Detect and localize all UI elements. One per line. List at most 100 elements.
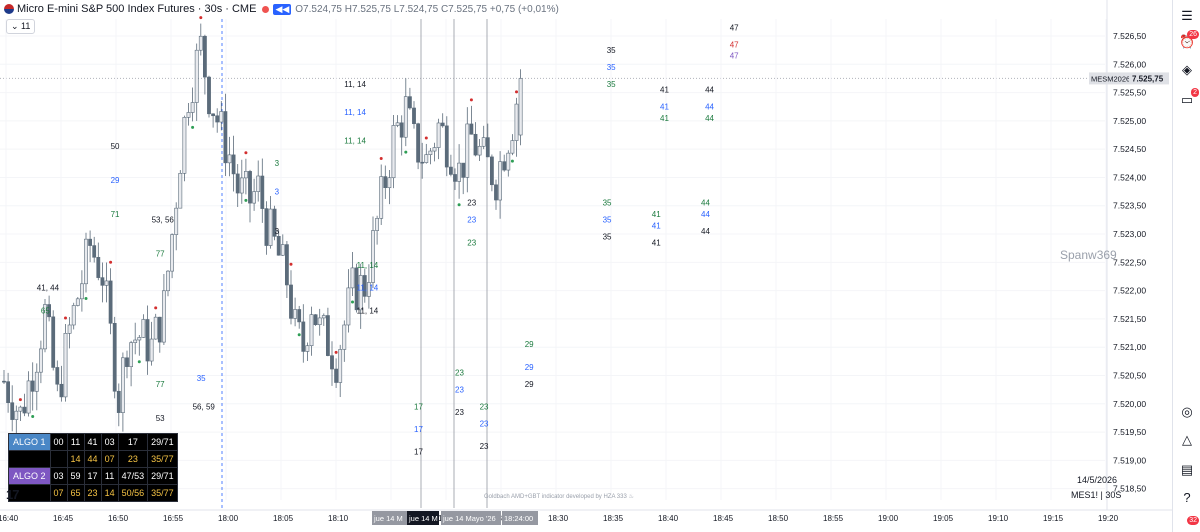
candle-body <box>92 245 97 258</box>
price-tick-label: 7.524,00 <box>1113 172 1146 182</box>
candle-body <box>71 305 76 326</box>
indicator-label-lbl-56-59: 56, 59 <box>193 402 216 411</box>
candle-body <box>342 324 347 350</box>
candle-body <box>305 345 310 352</box>
signal-dot-red <box>244 151 248 155</box>
indicator-label-lbl-41e: 41 <box>652 221 661 230</box>
layers-icon[interactable]: ◈ <box>1182 62 1192 77</box>
candle-body <box>383 176 388 189</box>
price-axis[interactable]: 7.518,50 7.519,00 7.519,50 7.520,00 7.520,50… <box>1089 0 1172 532</box>
candle-body <box>506 152 511 171</box>
layers-alt-icon[interactable]: ▤ <box>1180 462 1194 477</box>
candle-body <box>104 280 109 286</box>
time-tick-label: 19:15 <box>1043 514 1064 523</box>
time-tick-label: 18:30 <box>548 514 569 523</box>
replay-icon[interactable]: ◀◀ <box>273 3 292 15</box>
candle-body <box>162 290 166 343</box>
candle-body <box>157 316 162 343</box>
target-icon[interactable]: ◎ <box>1181 404 1193 419</box>
symbol-title[interactable]: Micro E-mini S&P 500 Index Futures · 30s… <box>17 3 257 15</box>
candle-body <box>272 208 277 237</box>
time-tick-label: 19:05 <box>933 514 954 523</box>
indicator-label-lbl-11-14a: 11, 14 <box>344 80 366 89</box>
candle-body <box>34 371 39 392</box>
candle-body <box>166 270 170 292</box>
candle-body <box>38 348 43 373</box>
candle-body <box>219 111 224 123</box>
candle-body <box>133 339 138 343</box>
candle-body <box>198 35 203 51</box>
chat-badge: 2 <box>1191 88 1199 97</box>
candle-body <box>141 319 146 338</box>
indicator-label-lbl-11-14e: 11, 14 <box>357 284 379 293</box>
indicator-label-lbl-50: 50 <box>111 142 120 151</box>
signal-dot-red <box>18 398 22 402</box>
candle-body <box>6 381 11 403</box>
indicator-label-lbl-77b: 77 <box>156 380 165 389</box>
indicator-label-lbl-35e: 35 <box>603 199 612 208</box>
signal-dot-red <box>289 262 293 266</box>
candle-body <box>325 315 330 356</box>
time-tick-label: 18:10 <box>328 514 349 523</box>
algo-cell: 03 <box>49 467 68 485</box>
algo-row: ALGO 2 03 59 17 11 47/53 29/71 <box>8 467 178 485</box>
candle-body <box>22 406 27 414</box>
help-icon[interactable]: ? <box>1183 490 1191 505</box>
price-tick-label: 7.520,50 <box>1113 371 1146 381</box>
candle-body <box>420 161 425 164</box>
signal-dot-red <box>379 157 383 161</box>
price-tick-label: 7.525,50 <box>1113 88 1146 98</box>
time-tick-label: 19:00 <box>878 514 899 523</box>
time-tick-label: 18:40 <box>658 514 679 523</box>
candle-body <box>313 314 318 326</box>
candle-body <box>321 315 326 319</box>
indicator-collapse-button[interactable]: ⌄ 11 <box>6 19 36 34</box>
candle-body <box>170 234 175 272</box>
signal-dot-green <box>191 125 195 129</box>
candle-body <box>244 171 248 179</box>
watchlist-icon[interactable]: ☰ <box>1181 8 1193 23</box>
algo-cell: 29/71 <box>147 467 178 485</box>
candle-body <box>412 107 416 125</box>
algo-cell: 23 <box>117 450 149 468</box>
indicator-label-lbl-23c: 23 <box>467 238 476 247</box>
indicator-label-lbl-11-14c: 11, 14 <box>344 136 366 145</box>
indicator-label-lbl-29b: 29 <box>525 363 534 372</box>
signal-dot-green <box>137 360 141 364</box>
candle-body <box>301 321 306 352</box>
chart-header: Micro E-mini S&P 500 Index Futures · 30s… <box>4 2 559 16</box>
signal-dot-green <box>297 333 301 337</box>
indicator-label-lbl-47c: 47 <box>730 52 739 61</box>
time-highlight-label: jue 14 M <box>373 514 403 523</box>
candle-body <box>346 287 351 326</box>
algo-cell: 03 <box>100 433 119 451</box>
candle-body <box>260 175 265 209</box>
signal-dot-green <box>510 159 514 163</box>
candle-body <box>108 280 113 324</box>
tradingview-logo[interactable]: 17 <box>6 487 20 502</box>
candle-body <box>293 309 298 319</box>
algo-cell <box>49 450 68 468</box>
candle-body <box>137 337 142 341</box>
algo-table: ALGO 1 00 11 41 03 17 29/71 14 44 07 23 … <box>8 433 178 502</box>
signal-dot-green <box>84 296 88 300</box>
candle-body <box>502 161 507 171</box>
watermark: Spanw369 <box>1060 248 1117 262</box>
candle-body <box>100 277 105 286</box>
indicator-label-lbl-23h: 23 <box>480 419 489 428</box>
candle-body <box>371 230 375 283</box>
chat-icon[interactable]: ▭ <box>1180 92 1194 107</box>
triangle-icon[interactable]: △ <box>1182 432 1192 447</box>
indicator-label-lbl-44c: 44 <box>705 114 714 123</box>
indicator-label-lbl-23f: 23 <box>455 408 464 417</box>
candle-body <box>297 309 302 323</box>
indicator-label-lbl-53: 53 <box>156 414 165 423</box>
candle-body <box>227 154 232 164</box>
indicator-label-lbl-35a: 35 <box>197 374 206 383</box>
time-tick-label: 16:40 <box>0 514 19 523</box>
algo-cell: 29/71 <box>147 433 178 451</box>
candle-body <box>436 122 441 148</box>
time-axis[interactable]: 16:4016:4516:5016:5518:0018:0518:1018:15… <box>0 509 1200 525</box>
candle-body <box>190 102 195 113</box>
